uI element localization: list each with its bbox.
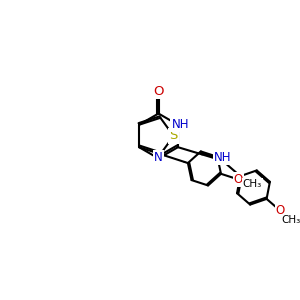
Text: CH₃: CH₃ — [243, 179, 262, 189]
Text: S: S — [169, 130, 178, 142]
Text: NH: NH — [214, 151, 231, 164]
Text: N: N — [154, 151, 163, 164]
Text: CH₃: CH₃ — [282, 215, 300, 225]
Text: NH: NH — [171, 118, 189, 131]
Text: O: O — [276, 204, 285, 217]
Text: O: O — [234, 173, 243, 186]
Text: O: O — [153, 85, 164, 98]
